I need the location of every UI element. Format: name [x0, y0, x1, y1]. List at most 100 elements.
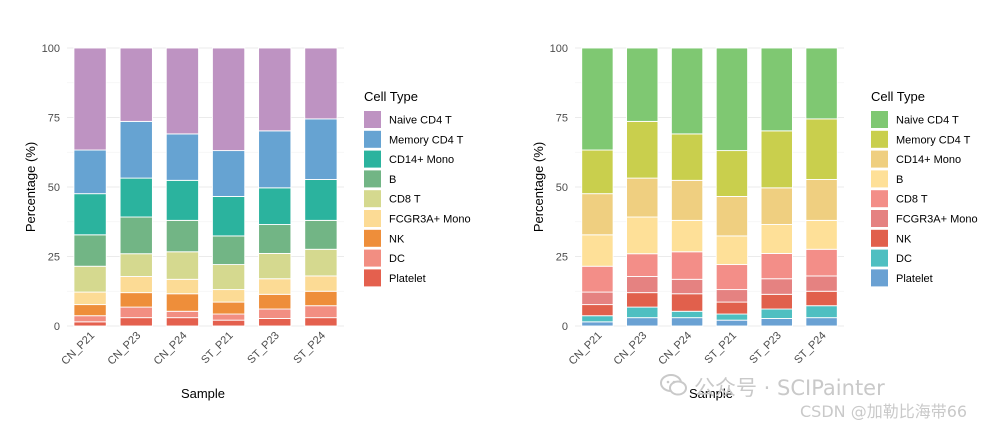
legend-swatch: [871, 150, 888, 168]
bar-segment: [581, 321, 614, 327]
legend-label: Platelet: [389, 273, 426, 285]
bar-segment: [211, 196, 246, 237]
legend-swatch: [871, 249, 888, 267]
bar-segment: [258, 308, 292, 319]
bar-segment: [715, 301, 749, 315]
x-tick-label: CN_P21: [59, 330, 97, 368]
x-tick-label: ST_P24: [291, 330, 328, 367]
legend-swatch: [364, 229, 381, 247]
bar-segment: [304, 219, 338, 250]
bar-segment: [73, 193, 107, 236]
x-tick-label: CN_P23: [105, 330, 143, 368]
legend-title: Cell Type: [871, 89, 925, 104]
legend-label: CD14+ Mono: [896, 154, 961, 166]
legend-swatch: [364, 111, 381, 128]
bar-segment: [304, 118, 338, 180]
bar-segment: [581, 193, 614, 236]
bar-segment: [715, 264, 749, 291]
bar-segment: [211, 313, 246, 321]
bar-segment: [119, 276, 153, 294]
legend-label: DC: [896, 253, 912, 265]
bar-segment: [304, 317, 338, 327]
bar-segment: [581, 234, 614, 267]
y-tick-label: 0: [562, 321, 568, 333]
legend-label: Memory CD4 T: [896, 134, 971, 146]
bar-segment: [119, 47, 153, 122]
legend-swatch: [364, 190, 381, 208]
legend-label: FCGR3A+ Mono: [389, 214, 471, 226]
bar-segment: [119, 177, 153, 218]
y-axis-title: Percentage (%): [531, 142, 546, 232]
bar-segment: [119, 120, 153, 179]
bar-segment: [73, 265, 107, 293]
legend-swatch: [871, 210, 888, 227]
watermark-line-2: CSDN @加勒比海带66: [800, 402, 968, 421]
bar-segment: [581, 291, 614, 306]
bar-segment: [211, 235, 246, 266]
legend-swatch: [871, 130, 888, 148]
bar-segment: [715, 319, 749, 327]
y-tick-label: 75: [556, 113, 568, 125]
x-tick-label: ST_P21: [199, 330, 236, 367]
bar-segment: [258, 278, 292, 295]
bar-segment: [626, 47, 659, 122]
bar-segment: [760, 318, 793, 327]
legend-swatch: [364, 269, 381, 287]
bar-segment: [304, 275, 338, 292]
bar-segment: [165, 219, 200, 253]
legend-label: CD8 T: [896, 194, 928, 206]
bar-segment: [670, 293, 704, 312]
bar-segment: [715, 47, 749, 152]
bar-segment: [165, 293, 200, 312]
legend-label: NK: [389, 233, 405, 245]
x-tick-label: ST_P23: [747, 330, 784, 367]
bar-segment: [760, 293, 793, 310]
bar-segment: [805, 179, 838, 221]
bar-segment: [670, 219, 704, 253]
bar-segment: [626, 276, 659, 294]
bar-segment: [304, 179, 338, 221]
bar-segment: [760, 130, 793, 189]
bar-segment: [119, 216, 153, 255]
bar-segment: [805, 248, 838, 277]
bar-segment: [715, 196, 749, 237]
bar-segment: [211, 264, 246, 291]
y-tick-label: 25: [556, 252, 568, 264]
legend-label: NK: [896, 233, 912, 245]
bar-segment: [258, 293, 292, 310]
bar-segment: [258, 318, 292, 327]
x-axis-title: Sample: [689, 386, 733, 401]
legend-label: FCGR3A+ Mono: [896, 214, 978, 226]
bar-segment: [304, 47, 338, 120]
x-tick-label: CN_P23: [611, 330, 649, 368]
y-tick-label: 75: [48, 113, 60, 125]
bar-segment: [304, 290, 338, 307]
bar-segment: [211, 47, 246, 152]
bar-segment: [581, 265, 614, 293]
bar-segment: [626, 292, 659, 308]
bar-segment: [304, 248, 338, 277]
bar-segment: [119, 306, 153, 319]
y-axis-title: Percentage (%): [23, 142, 38, 232]
legend-swatch: [871, 190, 888, 208]
bar-segment: [73, 234, 107, 267]
bar-segment: [805, 275, 838, 292]
legend: Cell Type Naive CD4 T Memory CD4 T CD14+ Mo…: [364, 89, 471, 287]
bar-segment: [670, 278, 704, 295]
bar-segment: [73, 149, 107, 195]
bar-segment: [258, 187, 292, 225]
bar-segment: [581, 315, 614, 323]
bar-segment: [760, 224, 793, 254]
bar-segment: [211, 150, 246, 197]
legend-swatch: [871, 229, 888, 247]
legend-title: Cell Type: [364, 89, 418, 104]
legend-label: B: [896, 174, 903, 186]
bar-segment: [805, 47, 838, 120]
bar-segment: [626, 120, 659, 179]
bar-segment: [165, 133, 200, 181]
legend-swatch: [871, 269, 888, 287]
bar-segment: [626, 253, 659, 277]
y-tick-label: 100: [550, 43, 568, 55]
bar-segment: [165, 278, 200, 295]
bar-segment: [165, 317, 200, 327]
